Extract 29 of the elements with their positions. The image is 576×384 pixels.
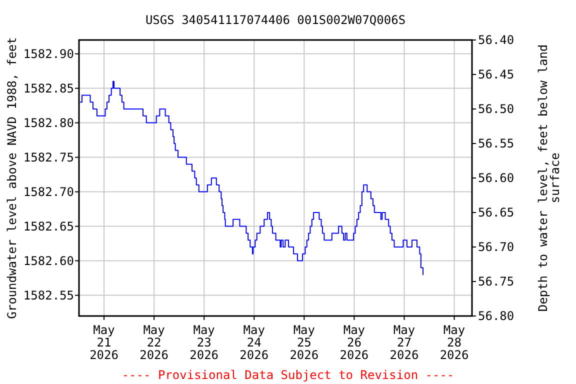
y2-axis-title: Depth to water level, feet below land surface (536, 44, 562, 312)
y2-tick-label: 56.50 (478, 102, 514, 116)
y-axis-title: Groundwater level above NAVD 1988, feet (5, 37, 19, 319)
y2-tick-label: 56.65 (478, 206, 514, 220)
y-tick-label: 1582.70 (23, 184, 74, 199)
y2-tick-label: 56.75 (478, 274, 514, 288)
y2-tick-label: 56.45 (478, 68, 514, 82)
y-tick-label: 1582.60 (23, 254, 74, 268)
x-tick-label: May 22 2026 (140, 323, 169, 362)
x-tick-label: May 24 2026 (240, 323, 269, 362)
y2-tick-label: 56.55 (478, 136, 514, 150)
x-tick-label: May 28 2026 (440, 323, 469, 362)
y2-tick-label: 56.80 (478, 309, 514, 323)
x-tick-label: May 21 2026 (90, 323, 118, 362)
x-tick-label: May 25 2026 (290, 323, 319, 362)
y-tick-label: 1582.85 (23, 81, 74, 96)
text: ---- Provisional Data Subject to Revision ---- (122, 368, 454, 382)
y-tick-label: 1582.65 (23, 219, 74, 234)
y-tick-label: 1582.90 (23, 46, 74, 61)
x-tick-label: May 23 2026 (190, 323, 219, 362)
y2-tick-label: 56.40 (478, 33, 514, 47)
y2-tick-label: 56.60 (478, 171, 514, 185)
x-tick-label: May 27 2026 (390, 323, 419, 362)
y-tick-label: 1582.75 (23, 150, 74, 164)
chart-title: USGS 340541117074406 001S002W07Q006S (145, 13, 406, 27)
y-tick-label: 1582.55 (23, 288, 74, 302)
y2-tick-label: 56.70 (478, 240, 514, 254)
y-tick-label: 1582.80 (23, 116, 74, 130)
x-tick-label: May 26 2026 (340, 323, 369, 362)
